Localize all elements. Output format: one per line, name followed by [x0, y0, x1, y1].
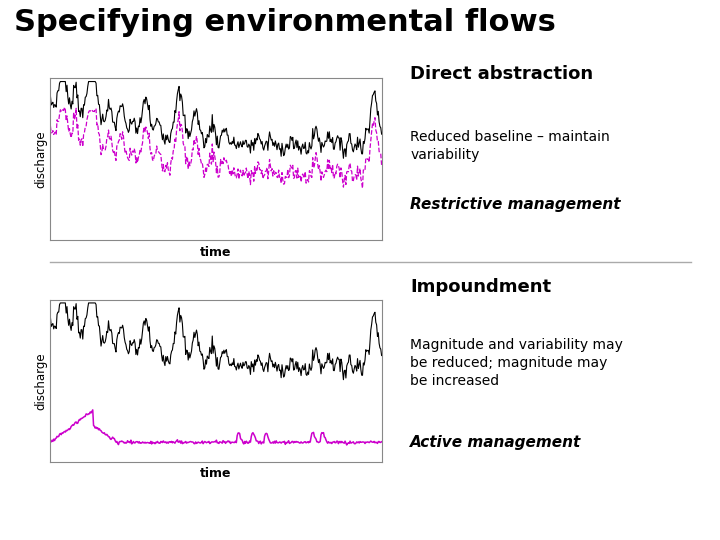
Text: Direct abstraction: Direct abstraction	[410, 65, 593, 83]
Y-axis label: discharge: discharge	[35, 131, 48, 188]
Text: Restrictive management: Restrictive management	[410, 197, 621, 212]
Text: Impoundment: Impoundment	[410, 278, 552, 296]
Text: Active management: Active management	[410, 435, 582, 450]
X-axis label: time: time	[200, 467, 232, 480]
Text: Magnitude and variability may
be reduced; magnitude may
be increased: Magnitude and variability may be reduced…	[410, 338, 624, 388]
Y-axis label: discharge: discharge	[35, 352, 48, 409]
X-axis label: time: time	[200, 246, 232, 259]
Text: Specifying environmental flows: Specifying environmental flows	[14, 8, 557, 37]
Text: Reduced baseline – maintain
variability: Reduced baseline – maintain variability	[410, 130, 610, 162]
